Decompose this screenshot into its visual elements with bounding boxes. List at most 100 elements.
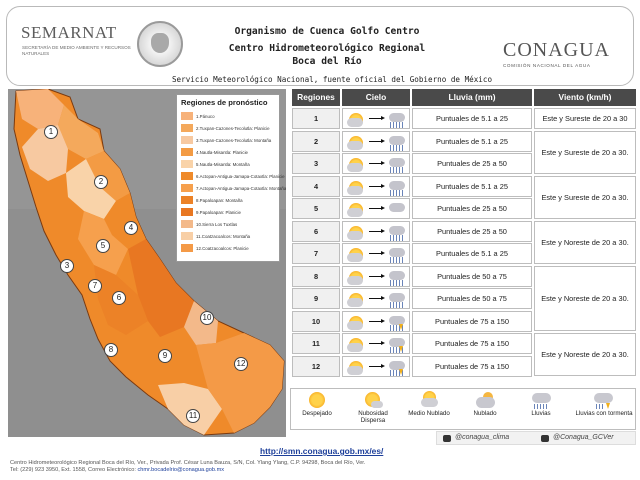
region-6-area — [104, 193, 146, 249]
rain-cell: Puntuales de 5.1 a 25 — [412, 175, 532, 197]
wind-cell: Este y Sureste de 20 a 30. — [534, 131, 636, 174]
legend-label: 5.Nautla-Misantla: Montaña — [196, 161, 250, 167]
arrow-right-icon — [369, 318, 385, 323]
sky-cell — [342, 288, 410, 309]
wind-cell: Este y Sureste de 20 a 30 — [534, 108, 636, 129]
table-row: 12 Puntuales de 75 a 150 — [292, 355, 636, 377]
legend-label: 7.Actopan-Antigua-Jamapa-Cotaxtla: Monta… — [196, 185, 286, 191]
table-row: 6 Puntuales de 25 a 50 — [292, 220, 636, 242]
map-legend-item: 10.Sierra Los Tuxtlas — [181, 218, 275, 230]
region-number-cell: 6 — [292, 220, 340, 242]
wind-cell: Este y Noreste de 20 a 30. — [534, 221, 636, 264]
footer-email-link[interactable]: chmr.bocadelrio@conagua.gob.mx — [137, 467, 225, 473]
table-row: 7 Puntuales de 5.1 a 25 — [292, 243, 636, 264]
legend-swatch — [181, 136, 193, 144]
twitter-icon — [541, 435, 549, 442]
map-region-label: 6 — [112, 291, 126, 305]
rain-drops-icon — [390, 144, 404, 151]
cloud-icon — [389, 225, 405, 235]
sky-legend-lluvias: Lluvias — [517, 389, 565, 431]
map-region-label: 7 — [88, 279, 102, 293]
cloud-icon — [347, 230, 363, 240]
map-legend-item: 2.Tuxpan-Cazones-Tecolutla: Planicie — [181, 122, 275, 134]
cloud-icon — [347, 365, 363, 375]
legend-label: 3.Tuxpan-Cazones-Tecolutla: Montaña — [196, 137, 272, 143]
legend-label: 1.Pánuco — [196, 113, 215, 119]
cloud-icon — [389, 158, 405, 167]
rain-drops-icon — [390, 122, 404, 128]
cloud-icon — [389, 180, 405, 190]
wind-cell: Este y Noreste de 20 a 30. — [534, 266, 636, 331]
cloud-icon — [347, 140, 363, 150]
legend-swatch — [181, 172, 193, 180]
map-legend-item: 9.Papaloapan: Planicie — [181, 206, 275, 218]
sky-legend-label: Nublado — [473, 410, 497, 417]
region-number-cell: 7 — [292, 243, 340, 264]
header-line-3: Boca del Río — [292, 56, 362, 67]
rain-cell: Puntuales de 75 a 150 — [412, 310, 532, 332]
storm-cloud-icon — [593, 391, 613, 409]
rain-drops-icon — [390, 234, 404, 241]
map-region-label: 10 — [200, 311, 214, 325]
legend-swatch — [181, 112, 193, 120]
region-number-cell: 8 — [292, 265, 340, 287]
rain-cloud-icon — [531, 391, 551, 409]
region-3-area — [22, 125, 68, 181]
map-region-label: 12 — [234, 357, 248, 371]
table-row: 4 Puntuales de 5.1 a 25 — [292, 175, 636, 197]
arrow-right-icon — [369, 206, 385, 210]
footer-address: Centro Hidrometeorológico Regional Boca … — [10, 460, 366, 466]
arrow-right-icon — [369, 183, 385, 188]
twitter-handle-gcver[interactable]: @Conagua_GCVer — [553, 434, 614, 441]
rain-drops-icon — [390, 257, 404, 263]
cloud-icon — [347, 118, 363, 127]
legend-swatch — [181, 232, 193, 240]
map-legend-item: 12.Coatzacoalcos: Planicie — [181, 242, 275, 254]
table-row: 3 Puntuales de 25 a 50 — [292, 153, 636, 174]
region-2-area — [58, 105, 104, 159]
smn-link[interactable]: http://smn.conagua.gob.mx/es/ — [260, 446, 384, 456]
cloud-icon — [475, 391, 495, 409]
table-row: 11 Puntuales de 75 a 150 — [292, 333, 636, 354]
sky-cell — [342, 310, 410, 332]
region-number-cell: 5 — [292, 198, 340, 219]
sky-legend: Despejado Nubosidad Dispersa Medio Nubla… — [290, 388, 636, 430]
rain-drops-icon — [390, 347, 404, 353]
col-header-wind: Viento (km/h) — [534, 89, 636, 106]
legend-swatch — [181, 208, 193, 216]
map-legend-item: 11.Coatzacoalcos: Montaña — [181, 230, 275, 242]
legend-swatch — [181, 244, 193, 252]
map-legend-item: 8.Papaloapan: Montaña — [181, 194, 275, 206]
sky-legend-nublado: Nublado — [461, 389, 509, 431]
arrow-right-icon — [369, 341, 385, 345]
map-legend-item: 5.Nautla-Misantla: Montaña — [181, 158, 275, 170]
region-4-area — [86, 151, 130, 201]
lightning-icon — [399, 323, 403, 330]
header-titles: Organismo de Cuenca Golfo Centro Centro … — [177, 25, 477, 68]
sky-cell — [342, 153, 410, 174]
cloud-icon — [389, 293, 405, 302]
rain-cell: Puntuales de 5.1 a 25 — [412, 108, 532, 129]
rain-cell: Puntuales de 25 a 50 — [412, 198, 532, 219]
region-10-area — [184, 301, 218, 345]
sky-legend-nubosidad: Nubosidad Dispersa — [349, 389, 397, 431]
table-row: 1 Puntuales de 5.1 a 25 — [292, 108, 636, 129]
cloud-icon — [389, 135, 405, 145]
header-banner: SEMARNAT SECRETARÍA DE MEDIO AMBIENTE Y … — [6, 6, 634, 86]
region-9-area — [128, 239, 194, 337]
header-smn-note: Servicio Meteorológico Nacional, fuente … — [171, 75, 493, 84]
cloud-icon — [347, 275, 363, 285]
sky-legend-medio: Medio Nublado — [405, 389, 453, 431]
twitter-handle-clima[interactable]: @conagua_clima — [455, 434, 510, 441]
wind-cell: Este y Noreste de 20 a 30. — [534, 333, 636, 376]
header-line-2: Centro Hidrometeorológico Regional — [228, 43, 426, 54]
cloud-icon — [347, 208, 363, 217]
sun-small-cloud-icon — [363, 391, 383, 409]
legend-label: 11.Coatzacoalcos: Montaña — [196, 233, 251, 239]
sky-cell — [342, 175, 410, 197]
sky-cell — [342, 220, 410, 242]
lightning-icon — [399, 346, 403, 352]
cloud-icon — [389, 248, 405, 257]
legend-label: 10.Sierra Los Tuxtlas — [196, 221, 238, 227]
sun-icon — [307, 391, 327, 409]
